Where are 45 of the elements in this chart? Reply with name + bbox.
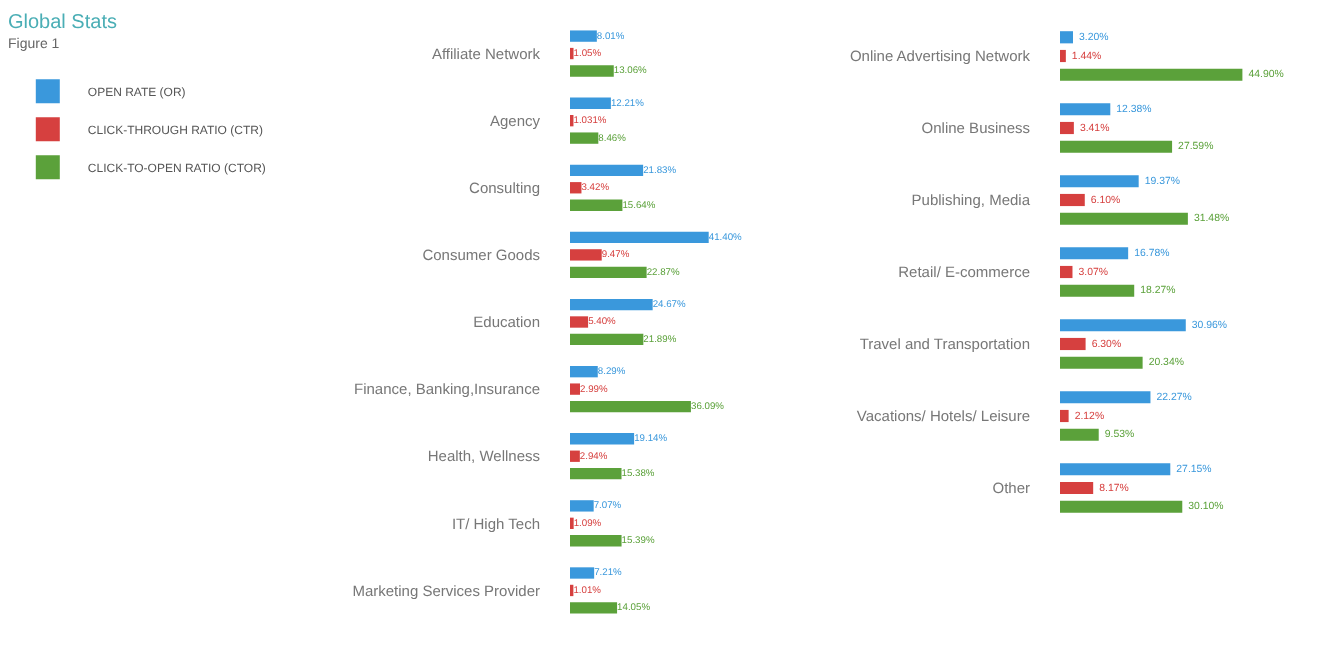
bar <box>1060 193 1085 207</box>
bar <box>1060 500 1183 513</box>
bar <box>570 30 597 42</box>
bar <box>570 65 614 77</box>
bar <box>570 182 582 194</box>
bar <box>570 316 589 328</box>
bar <box>1060 284 1135 297</box>
bar <box>1060 481 1094 495</box>
bar <box>1060 68 1243 81</box>
bar <box>1060 337 1086 351</box>
bar <box>570 266 647 278</box>
bar <box>1060 265 1073 279</box>
bar <box>570 97 611 109</box>
bar <box>570 468 622 480</box>
bar <box>570 400 691 413</box>
bar <box>570 132 599 144</box>
bar <box>570 249 602 261</box>
bar <box>1060 49 1066 63</box>
bar <box>1060 103 1111 116</box>
bar <box>570 450 580 462</box>
text: Global Stats <box>8 12 119 34</box>
bar <box>1060 319 1186 332</box>
bar <box>570 199 623 211</box>
bar <box>570 433 635 445</box>
bar <box>1060 428 1099 441</box>
bar <box>1060 121 1074 135</box>
bar <box>1060 409 1069 423</box>
bar <box>1060 212 1188 225</box>
bar <box>570 500 594 512</box>
bar <box>570 231 709 244</box>
bar <box>1060 31 1073 44</box>
bar <box>1060 140 1173 153</box>
bar <box>570 164 644 176</box>
bar <box>570 602 618 614</box>
bar <box>570 298 653 311</box>
bar <box>1060 247 1129 260</box>
bar <box>570 535 622 547</box>
bar <box>1060 391 1151 404</box>
bar <box>1060 356 1143 369</box>
bar <box>570 383 581 395</box>
bar <box>1060 463 1171 476</box>
bar <box>570 567 595 579</box>
bar <box>570 366 598 378</box>
bar <box>570 333 644 346</box>
bar <box>1060 175 1139 188</box>
